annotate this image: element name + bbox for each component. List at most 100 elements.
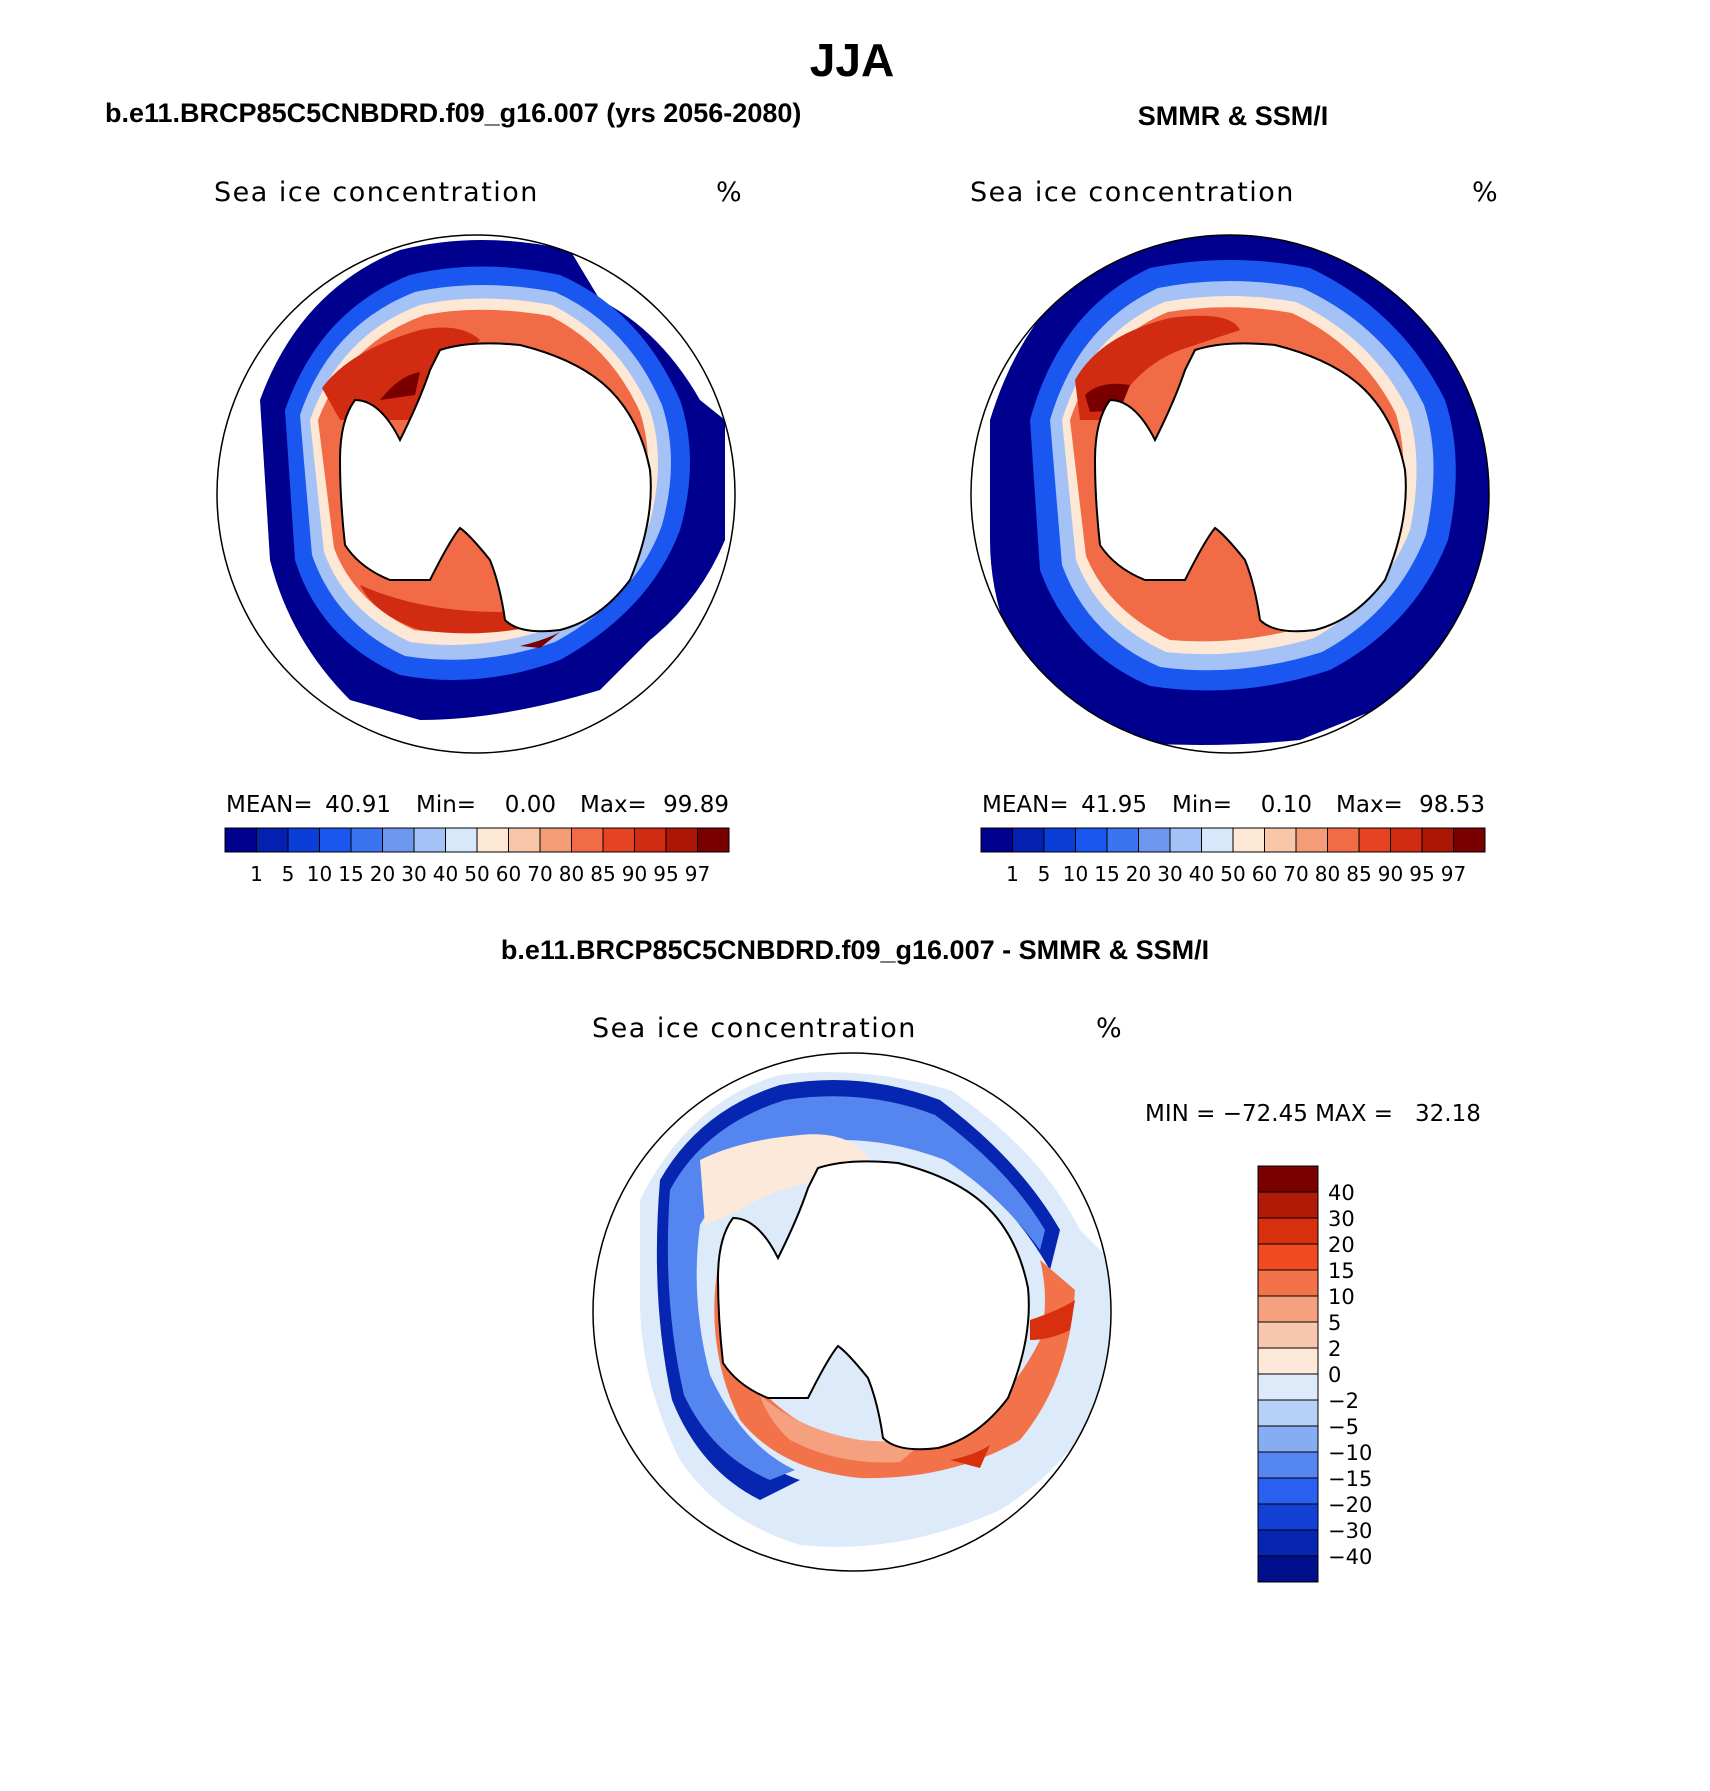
model-colorbar-box-0 (224, 827, 257, 853)
model-colorbar-label-6: 40 (433, 862, 458, 886)
diff-colorbar-label-9: −5 (1328, 1415, 1359, 1439)
model-colorbar-label-3: 15 (338, 862, 363, 886)
panel-model: b.e11.BRCP85C5CNBDRD.f09_g16.007 (yrs 20… (105, 98, 801, 886)
diff-map-boundary (592, 1052, 1112, 1572)
diff-colorbar-box-10 (1257, 1425, 1319, 1453)
model-max-label: Max= (580, 792, 647, 818)
obs-colorbar-label-9: 70 (1283, 862, 1308, 886)
diff-colorbar-label-0: 40 (1328, 1181, 1355, 1205)
model-colorbar-box-4 (350, 827, 383, 853)
obs-colorbar-label-0: 1 (1006, 862, 1019, 886)
model-min-label: Min= (416, 792, 476, 818)
panel-model-colorbar: 1 5 10 15 20 30 40 50 60 70 80 85 90 95 97 (224, 827, 730, 886)
model-colorbar-label-1: 5 (282, 862, 295, 886)
panel-model-units: % (716, 177, 742, 208)
obs-colorbar-box-3 (1075, 827, 1108, 853)
model-colorbar-label-9: 70 (527, 862, 552, 886)
obs-colorbar-label-6: 40 (1189, 862, 1214, 886)
obs-colorbar-box-4 (1106, 827, 1139, 853)
model-min-value: 0.00 (505, 792, 556, 818)
model-colorbar-box-3 (319, 827, 352, 853)
obs-antarctica (1093, 342, 1407, 633)
panel-diff-map (592, 1052, 1112, 1572)
model-max-value: 99.89 (663, 792, 729, 818)
model-colorbar-label-5: 30 (401, 862, 426, 886)
model-colorbar-box-9 (508, 827, 541, 853)
diff-colorbar-label-8: −2 (1328, 1389, 1359, 1413)
panel-diff-variable: Sea ice concentration (592, 1013, 917, 1044)
figure-title: JJA (810, 34, 894, 86)
model-colorbar-label-2: 10 (307, 862, 332, 886)
diff-colorbar-box-9 (1257, 1399, 1319, 1427)
obs-map-boundary (970, 234, 1490, 754)
model-colorbar-label-14: 97 (685, 862, 710, 886)
panel-obs-colorbar: 1 5 10 15 20 30 40 50 60 70 80 85 90 95 97 (980, 827, 1486, 886)
model-colorbar-box-12 (602, 827, 635, 853)
diff-colorbar-box-2 (1257, 1217, 1319, 1245)
diff-colorbar-box-5 (1257, 1295, 1319, 1323)
diff-colorbar-label-12: −20 (1328, 1493, 1372, 1517)
diff-positive-band-light (760, 1395, 930, 1463)
model-colorbar-box-11 (571, 827, 604, 853)
diff-colorbar-label-6: 2 (1328, 1337, 1341, 1361)
panel-model-title: b.e11.BRCP85C5CNBDRD.f09_g16.007 (yrs 20… (105, 98, 801, 128)
panel-model-map (216, 234, 736, 754)
obs-colorbar-label-10: 80 (1315, 862, 1340, 886)
model-mean-value: 40.91 (325, 792, 391, 818)
obs-max-value: 98.53 (1419, 792, 1485, 818)
diff-colorbar-box-6 (1257, 1321, 1319, 1349)
obs-colorbar-label-1: 5 (1038, 862, 1051, 886)
diff-colorbar-box-3 (1257, 1243, 1319, 1271)
panel-obs-variable: Sea ice concentration (970, 177, 1295, 208)
diff-colorbar-box-4 (1257, 1269, 1319, 1297)
diff-colorbar-label-11: −15 (1328, 1467, 1372, 1491)
panel-obs-units: % (1472, 177, 1498, 208)
model-antarctica (338, 342, 652, 633)
obs-min-label: Min= (1172, 792, 1232, 818)
diff-colorbar-box-15 (1257, 1555, 1319, 1583)
diff-positive-band-strong (950, 1300, 1075, 1468)
obs-colorbar-box-7 (1201, 827, 1234, 853)
obs-colorbar-box-8 (1232, 827, 1265, 853)
diff-colorbar-box-8 (1257, 1373, 1319, 1401)
panel-diff-units: % (1096, 1013, 1122, 1044)
model-colorbar-label-8: 60 (496, 862, 521, 886)
panel-obs-title: SMMR & SSM/I (1138, 101, 1329, 131)
panel-obs-stats: MEAN= 41.95 Min= 0.10 Max= 98.53 (982, 792, 1485, 818)
obs-colorbar-label-3: 15 (1094, 862, 1119, 886)
obs-max-label: Max= (1336, 792, 1403, 818)
obs-colorbar-box-0 (980, 827, 1013, 853)
model-colorbar-box-13 (634, 827, 667, 853)
obs-colorbar-box-11 (1327, 827, 1360, 853)
diff-colorbar-label-7: 0 (1328, 1363, 1341, 1387)
diff-colorbar-box-1 (1257, 1191, 1319, 1219)
diff-colorbar-label-13: −30 (1328, 1519, 1372, 1543)
model-map-boundary (216, 234, 736, 754)
obs-colorbar-label-8: 60 (1252, 862, 1277, 886)
panel-model-stats: MEAN= 40.91 Min= 0.00 Max= 99.89 (226, 792, 729, 818)
panel-diff-minmax: MIN = −72.45 MAX = 32.18 (1145, 1101, 1481, 1127)
diff-colorbar-label-2: 20 (1328, 1233, 1355, 1257)
obs-colorbar-box-2 (1043, 827, 1076, 853)
obs-colorbar-box-15 (1453, 827, 1486, 853)
diff-colorbar-box-0 (1257, 1165, 1319, 1193)
obs-mean-label: MEAN= (982, 792, 1069, 818)
obs-min-value: 0.10 (1261, 792, 1312, 818)
diff-colorbar-label-14: −40 (1328, 1545, 1372, 1569)
model-colorbar-box-1 (256, 827, 289, 853)
model-colorbar-box-6 (413, 827, 446, 853)
model-colorbar-label-4: 20 (370, 862, 395, 886)
obs-colorbar-label-11: 85 (1346, 862, 1371, 886)
obs-colorbar-box-1 (1012, 827, 1045, 853)
panel-diff: b.e11.BRCP85C5CNBDRD.f09_g16.007 - SMMR … (501, 935, 1481, 1583)
obs-colorbar-box-12 (1358, 827, 1391, 853)
obs-colorbar-label-2: 10 (1063, 862, 1088, 886)
panel-model-variable: Sea ice concentration (214, 177, 539, 208)
diff-colorbar-label-5: 5 (1328, 1311, 1341, 1335)
panel-obs: SMMR & SSM/I Sea ice concentration % MEA… (970, 101, 1498, 886)
model-colorbar-label-13: 95 (653, 862, 678, 886)
diff-colorbar-box-13 (1257, 1503, 1319, 1531)
obs-colorbar-box-13 (1390, 827, 1423, 853)
